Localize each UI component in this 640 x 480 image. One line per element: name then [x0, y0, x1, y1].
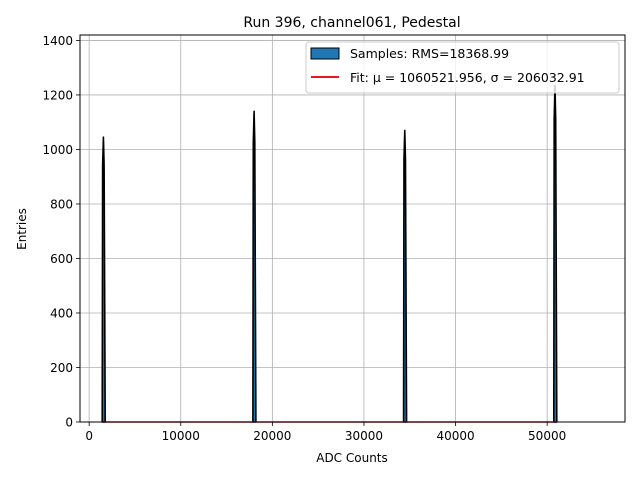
x-tick-label: 30000	[345, 429, 383, 443]
histogram-peak	[101, 136, 107, 423]
y-tick-label: 1400	[42, 34, 73, 48]
legend-label-fit: Fit: μ = 1060521.956, σ = 206032.91	[350, 70, 585, 85]
plot-frame	[79, 34, 626, 423]
chart-title: Run 396, channel061, Pedestal	[243, 15, 460, 31]
x-axis-label: ADC Counts	[316, 451, 388, 465]
y-tick-label: 600	[50, 252, 73, 266]
y-tick-label: 200	[50, 361, 73, 375]
y-tick-label: 1200	[42, 88, 73, 102]
histogram-peak	[252, 110, 257, 423]
legend-box	[305, 41, 620, 94]
y-tick-label: 800	[50, 197, 73, 211]
x-tick-label: 40000	[436, 429, 474, 443]
y-tick-label: 0	[65, 416, 73, 430]
grid	[80, 35, 625, 423]
histogram-peak	[402, 129, 408, 423]
y-tick-label: 400	[50, 306, 73, 320]
x-tick-label: 50000	[528, 429, 566, 443]
x-tick-label: 20000	[253, 429, 291, 443]
x-tick-label: 10000	[162, 429, 200, 443]
histogram-bars	[101, 84, 558, 423]
legend: Samples: RMS=18368.99 Fit: μ = 1060521.9…	[305, 41, 620, 94]
y-axis-label: Entries	[15, 208, 29, 250]
y-tick-label: 1000	[42, 143, 73, 157]
x-axis-ticks: 0 10000 20000 30000 40000 50000	[85, 422, 566, 443]
histogram-peak	[552, 84, 558, 423]
legend-label-samples: Samples: RMS=18368.99	[350, 46, 509, 61]
legend-swatch-samples	[310, 47, 340, 60]
y-axis-ticks: 0 200 400 600 800 1000 1200 1400	[42, 34, 80, 430]
x-tick-label: 0	[85, 429, 93, 443]
